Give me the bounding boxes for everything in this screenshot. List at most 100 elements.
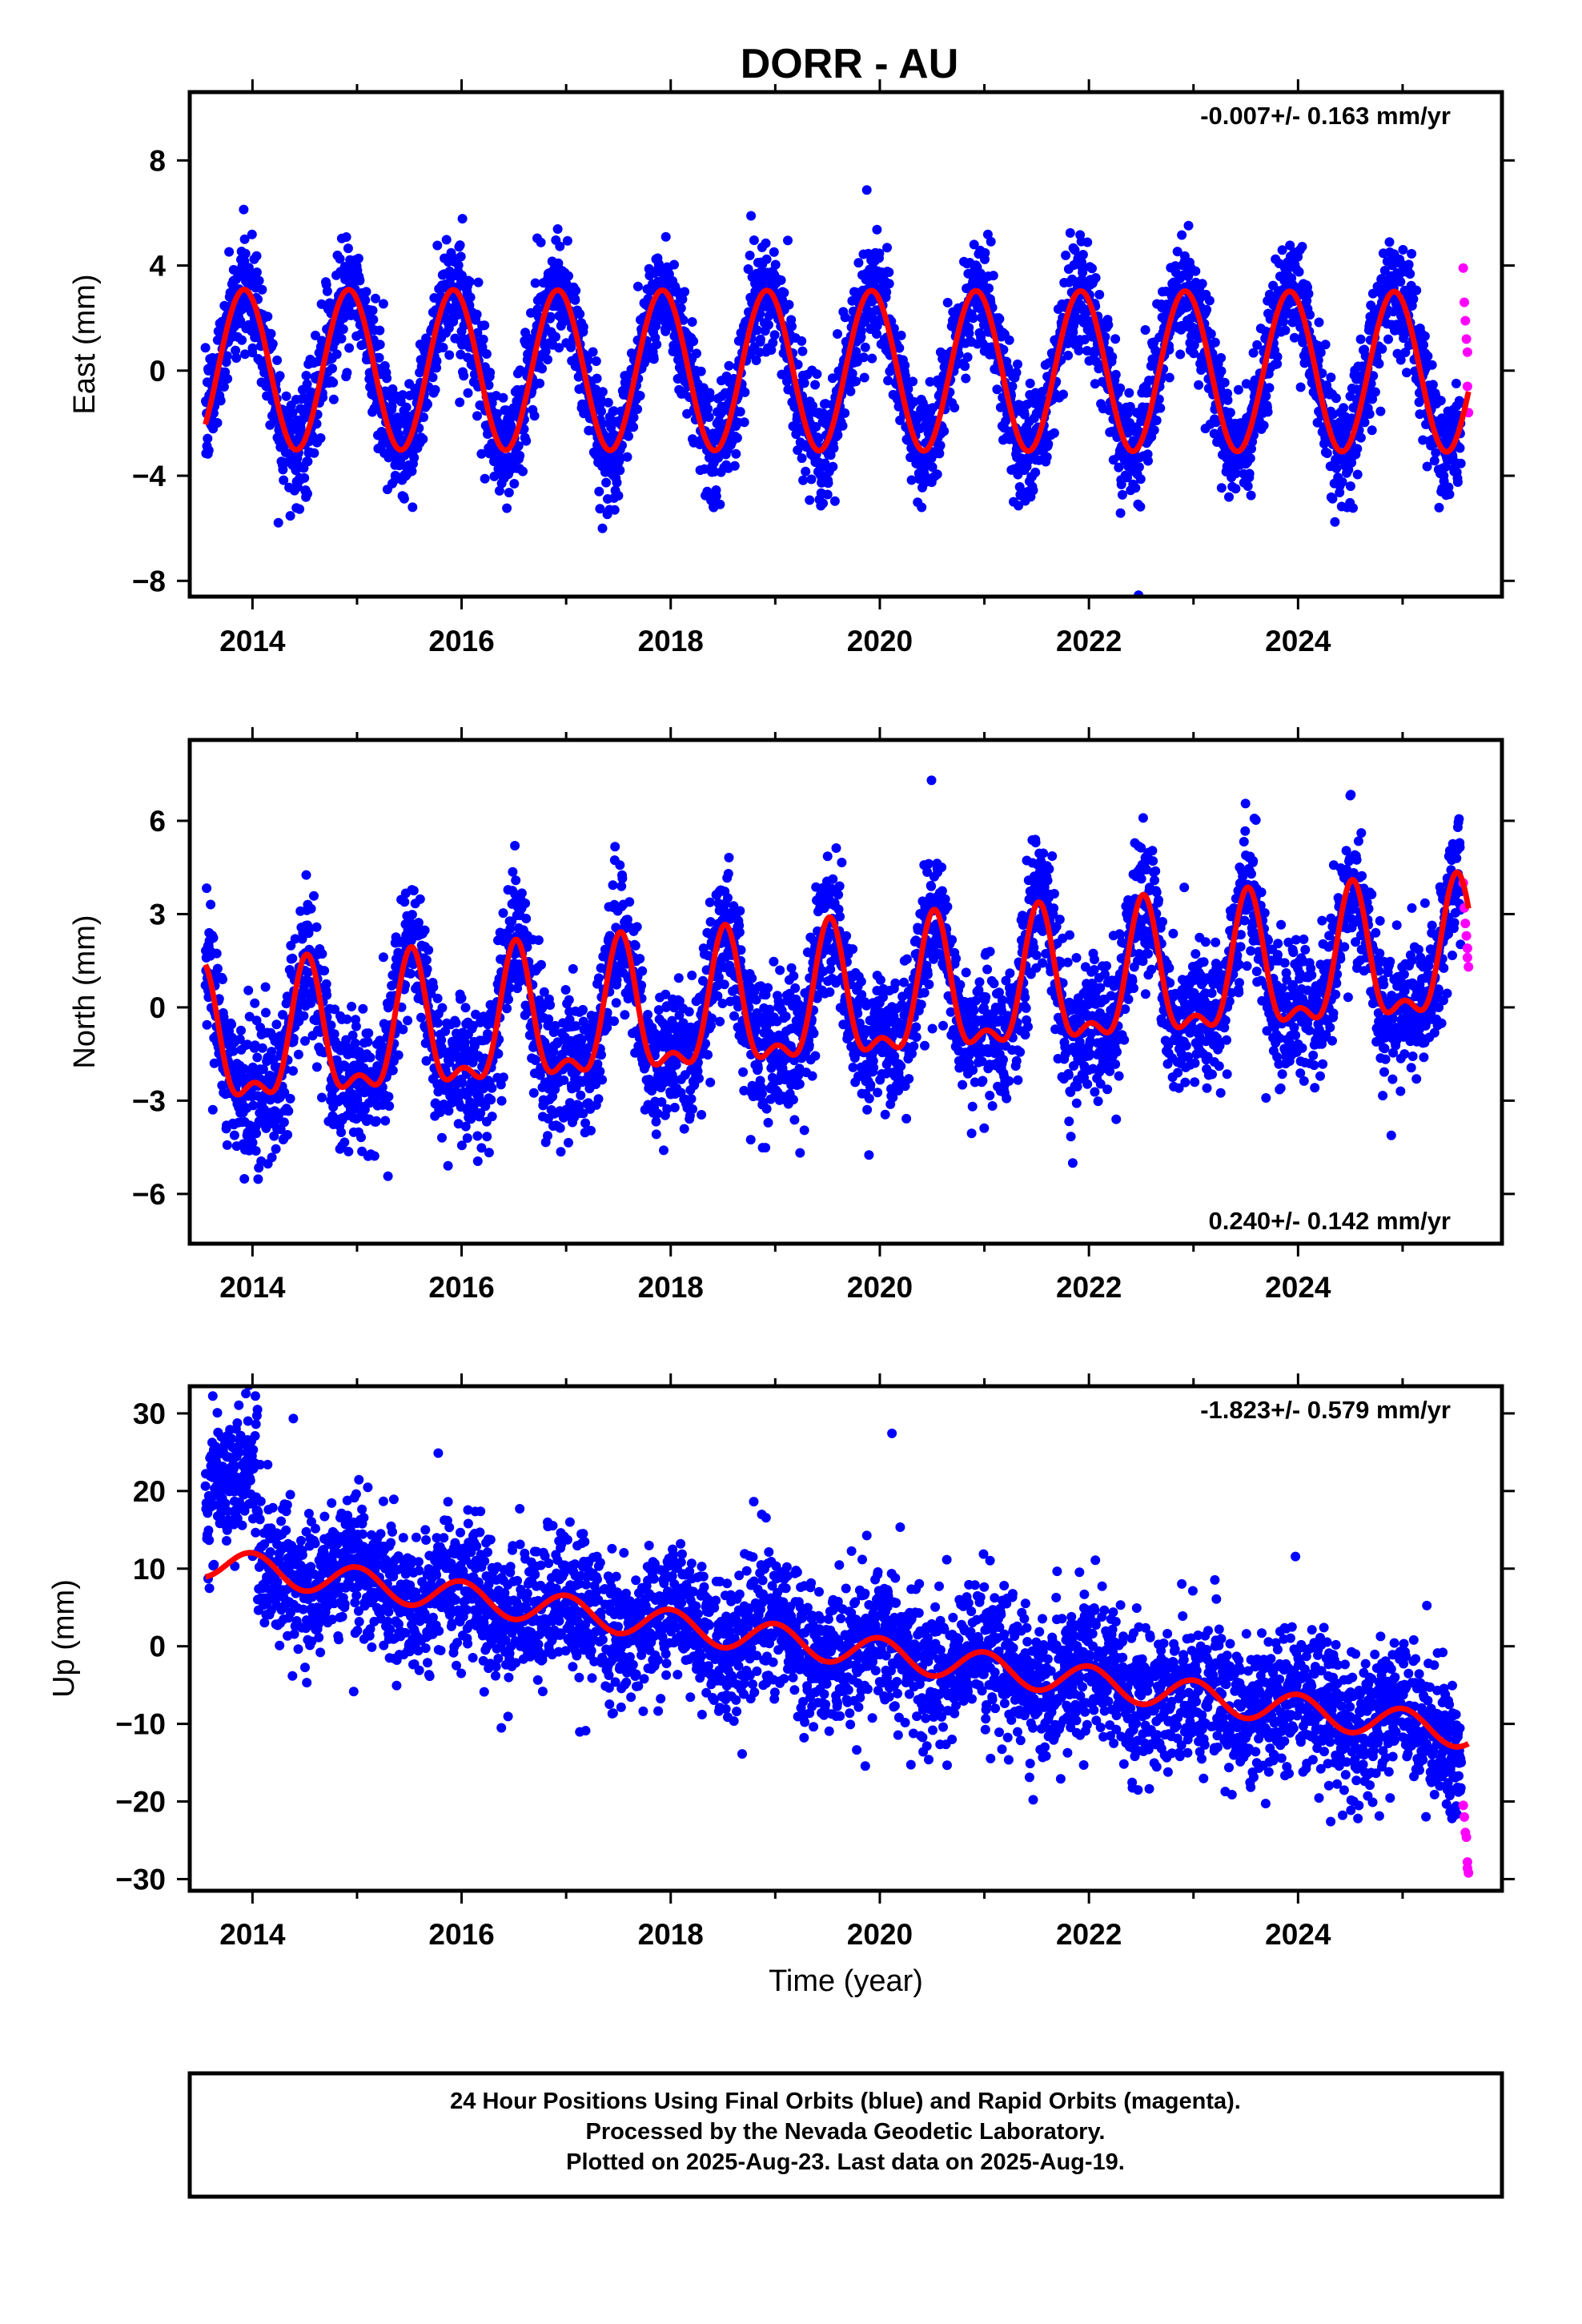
final-orbit-point [239, 1174, 250, 1184]
final-orbit-point [456, 251, 466, 262]
final-orbit-point [692, 348, 701, 359]
final-orbit-point [303, 456, 313, 467]
final-orbit-point [1295, 382, 1306, 392]
final-orbit-point [207, 1104, 218, 1115]
final-orbit-point [624, 431, 633, 441]
final-orbit-point [1272, 352, 1283, 362]
final-orbit-point [1135, 474, 1146, 485]
final-orbit-point [263, 312, 273, 322]
final-orbit-point [315, 433, 326, 443]
final-orbit-point [369, 1151, 379, 1161]
final-orbit-point [290, 934, 300, 944]
final-orbit-point [1398, 244, 1408, 255]
final-orbit-point [613, 491, 624, 501]
final-orbit-point [398, 390, 408, 400]
final-orbit-point [261, 1007, 271, 1018]
final-orbit-points [200, 775, 1467, 1184]
x-tick-label: 2018 [638, 625, 704, 657]
final-orbit-point [376, 427, 387, 436]
final-orbit-point [1355, 432, 1366, 443]
final-orbit-point [335, 254, 345, 264]
final-orbit-point [749, 235, 759, 245]
final-orbit-point [1298, 337, 1308, 348]
final-orbit-point [1154, 394, 1164, 404]
y-tick-label: −4 [132, 460, 167, 493]
final-orbit-point [288, 1033, 299, 1043]
final-orbit-point [202, 1019, 212, 1030]
final-orbit-point [1337, 476, 1347, 487]
final-orbit-point [860, 342, 870, 352]
final-orbit-point [847, 368, 857, 379]
final-orbit-point [436, 1035, 447, 1045]
final-orbit-point [1376, 274, 1387, 284]
final-orbit-point [648, 354, 659, 364]
final-orbit-point [303, 967, 313, 978]
final-orbit-point [1367, 425, 1377, 436]
final-orbit-point [1231, 468, 1241, 479]
final-orbit-point [856, 326, 866, 336]
final-orbit-point [833, 430, 843, 440]
final-orbit-point [430, 384, 440, 395]
final-orbit-point [271, 1144, 281, 1154]
final-orbit-point [409, 452, 420, 463]
final-orbit-point [939, 426, 950, 436]
final-orbit-point [1011, 368, 1022, 378]
final-orbit-point [1303, 288, 1314, 299]
x-tick-label: 2014 [219, 625, 286, 657]
final-orbit-point [1330, 517, 1340, 527]
final-orbit-point [588, 347, 598, 357]
final-orbit-point [267, 1152, 277, 1163]
final-orbit-point [927, 462, 938, 472]
final-orbit-point [1061, 250, 1071, 260]
final-orbit-point [571, 285, 581, 296]
final-orbit-point [218, 975, 227, 984]
final-orbit-point [661, 231, 671, 242]
final-orbit-point [347, 1030, 358, 1040]
final-orbit-point [228, 1046, 239, 1056]
final-orbit-point [293, 1049, 303, 1059]
final-orbit-point [961, 373, 971, 384]
final-orbit-point [444, 1106, 454, 1116]
final-orbit-point [416, 1012, 426, 1023]
final-orbit-point [1042, 452, 1052, 462]
final-orbit-point [1352, 469, 1363, 480]
final-orbit-point [1455, 443, 1465, 453]
final-orbit-point [536, 237, 546, 247]
final-orbit-point [1219, 377, 1230, 388]
final-orbit-point [1402, 368, 1411, 378]
final-orbit-point [428, 372, 438, 383]
final-orbit-point [359, 1063, 369, 1073]
final-orbit-point [456, 993, 467, 1003]
final-orbit-point [769, 247, 779, 257]
final-orbit-point [766, 345, 777, 355]
final-orbit-point [424, 945, 434, 955]
final-orbit-point [1315, 348, 1326, 358]
final-orbit-point [279, 1088, 290, 1098]
final-orbit-point [1322, 448, 1332, 458]
final-orbit-point [861, 185, 872, 195]
final-orbit-point [768, 338, 778, 348]
final-orbit-point [906, 475, 917, 485]
final-orbit-point [1331, 393, 1341, 404]
final-orbit-point [623, 377, 633, 388]
final-orbit-point [1434, 502, 1444, 513]
final-orbit-point [295, 504, 305, 514]
final-orbit-point [367, 305, 378, 316]
final-orbit-point [285, 1093, 295, 1104]
final-orbit-point [283, 1130, 293, 1140]
final-orbit-point [222, 1140, 232, 1150]
final-orbit-point [776, 275, 786, 285]
final-orbit-point [872, 224, 882, 235]
final-orbit-point [612, 477, 622, 488]
final-orbit-point [227, 1019, 237, 1030]
final-orbit-point [840, 312, 850, 323]
final-orbit-point [219, 382, 229, 392]
final-orbit-point [1384, 237, 1395, 247]
final-orbit-point [1343, 464, 1354, 475]
final-orbit-point [858, 352, 869, 363]
final-orbit-point [740, 387, 750, 397]
final-orbit-point [328, 377, 339, 388]
final-orbit-point [761, 254, 772, 264]
final-orbit-point [1328, 409, 1339, 420]
final-orbit-point [1407, 248, 1417, 259]
